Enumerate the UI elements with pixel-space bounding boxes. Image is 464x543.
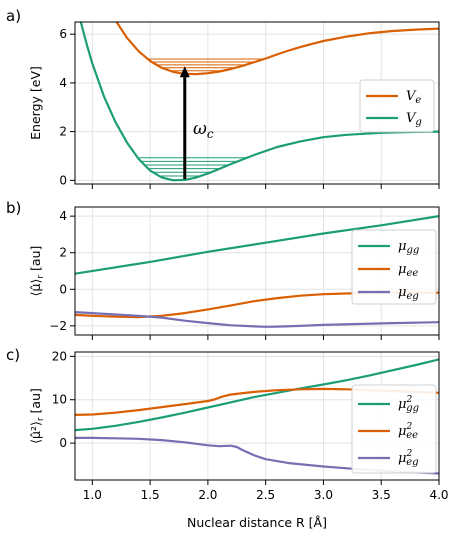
y-tick-label: 4 [59,76,67,90]
legend-box [359,79,435,133]
panel-b-x-ticks [91,335,440,340]
x-tick-labels: 1.0 1.5 2.0 2.5 3.0 3.5 4.0 [83,488,449,502]
panel-b: b) −2 0 2 4 ⟨μ̂⟩r [au] μgg μee μeg [6,199,440,340]
series-line-μ²eg [75,436,439,475]
panel-a-y-ticks: 0 2 4 6 [59,27,75,187]
y-tick-label: −2 [49,319,67,333]
panel-a-label: a) [6,7,21,25]
panel-b-frame [74,206,440,336]
y-tick-label: 20 [52,349,67,363]
panel-b-series [75,215,439,328]
y-tick-label: 6 [59,27,67,41]
x-axis-label: Nuclear distance R [Å] [187,515,327,530]
panel-b-ylabel: ⟨μ̂⟩r [au] [28,246,46,297]
series-line-ve [115,22,439,76]
series-line-μ²gg [75,358,439,432]
x-tick-label: 3.5 [372,488,391,502]
panel-b-label: b) [6,199,21,217]
x-tick-label: 1.5 [141,488,160,502]
y-tick-label: 2 [59,246,67,260]
panel-a-legend: Ve Vg [359,79,435,133]
legend-box [351,384,437,474]
panel-a-x-ticks [91,184,440,189]
panel-a-ylabel: Energy [eV] [28,66,43,140]
panel-c-x-ticks [91,480,440,485]
y-tick-label: 0 [59,436,67,450]
panel-c-label: c) [6,346,20,364]
omega-c-annotation: ωc [193,119,214,141]
panel-c-legend: μ2 gg μ2 ee μ2 eg [351,384,437,474]
panel-a-frame [74,21,440,185]
x-tick-label: 2.0 [198,488,217,502]
y-tick-label: 10 [52,393,67,407]
y-tick-label: 2 [59,125,67,139]
y-tick-label: 0 [59,173,67,187]
x-tick-label: 2.5 [256,488,275,502]
panel-b-y-ticks: −2 0 2 4 [49,209,75,333]
panel-a: a) ωc 0 2 4 6 Energy [eV] Ve Vg [6,7,440,189]
y-tick-label: 4 [59,209,67,223]
panel-c-y-ticks: 0 10 20 [52,349,75,450]
arrow-head [179,66,190,78]
x-tick-label: 1.0 [83,488,102,502]
x-tick-label: 4.0 [429,488,448,502]
panel-a-series [79,22,439,182]
panel-c-ylabel: ⟨μ̂²⟩r [au] [28,388,46,444]
series-line-μee [75,291,439,319]
x-tick-label: 3.0 [314,488,333,502]
series-line-μgg [75,215,439,275]
excitation-arrow [179,66,190,180]
panel-c-frame [74,351,440,481]
panel-b-legend: μgg μee μeg [351,229,437,305]
y-tick-label: 0 [59,282,67,296]
series-line-μeg [75,311,439,328]
legend-box [351,229,437,305]
series-line-vg [79,22,439,182]
